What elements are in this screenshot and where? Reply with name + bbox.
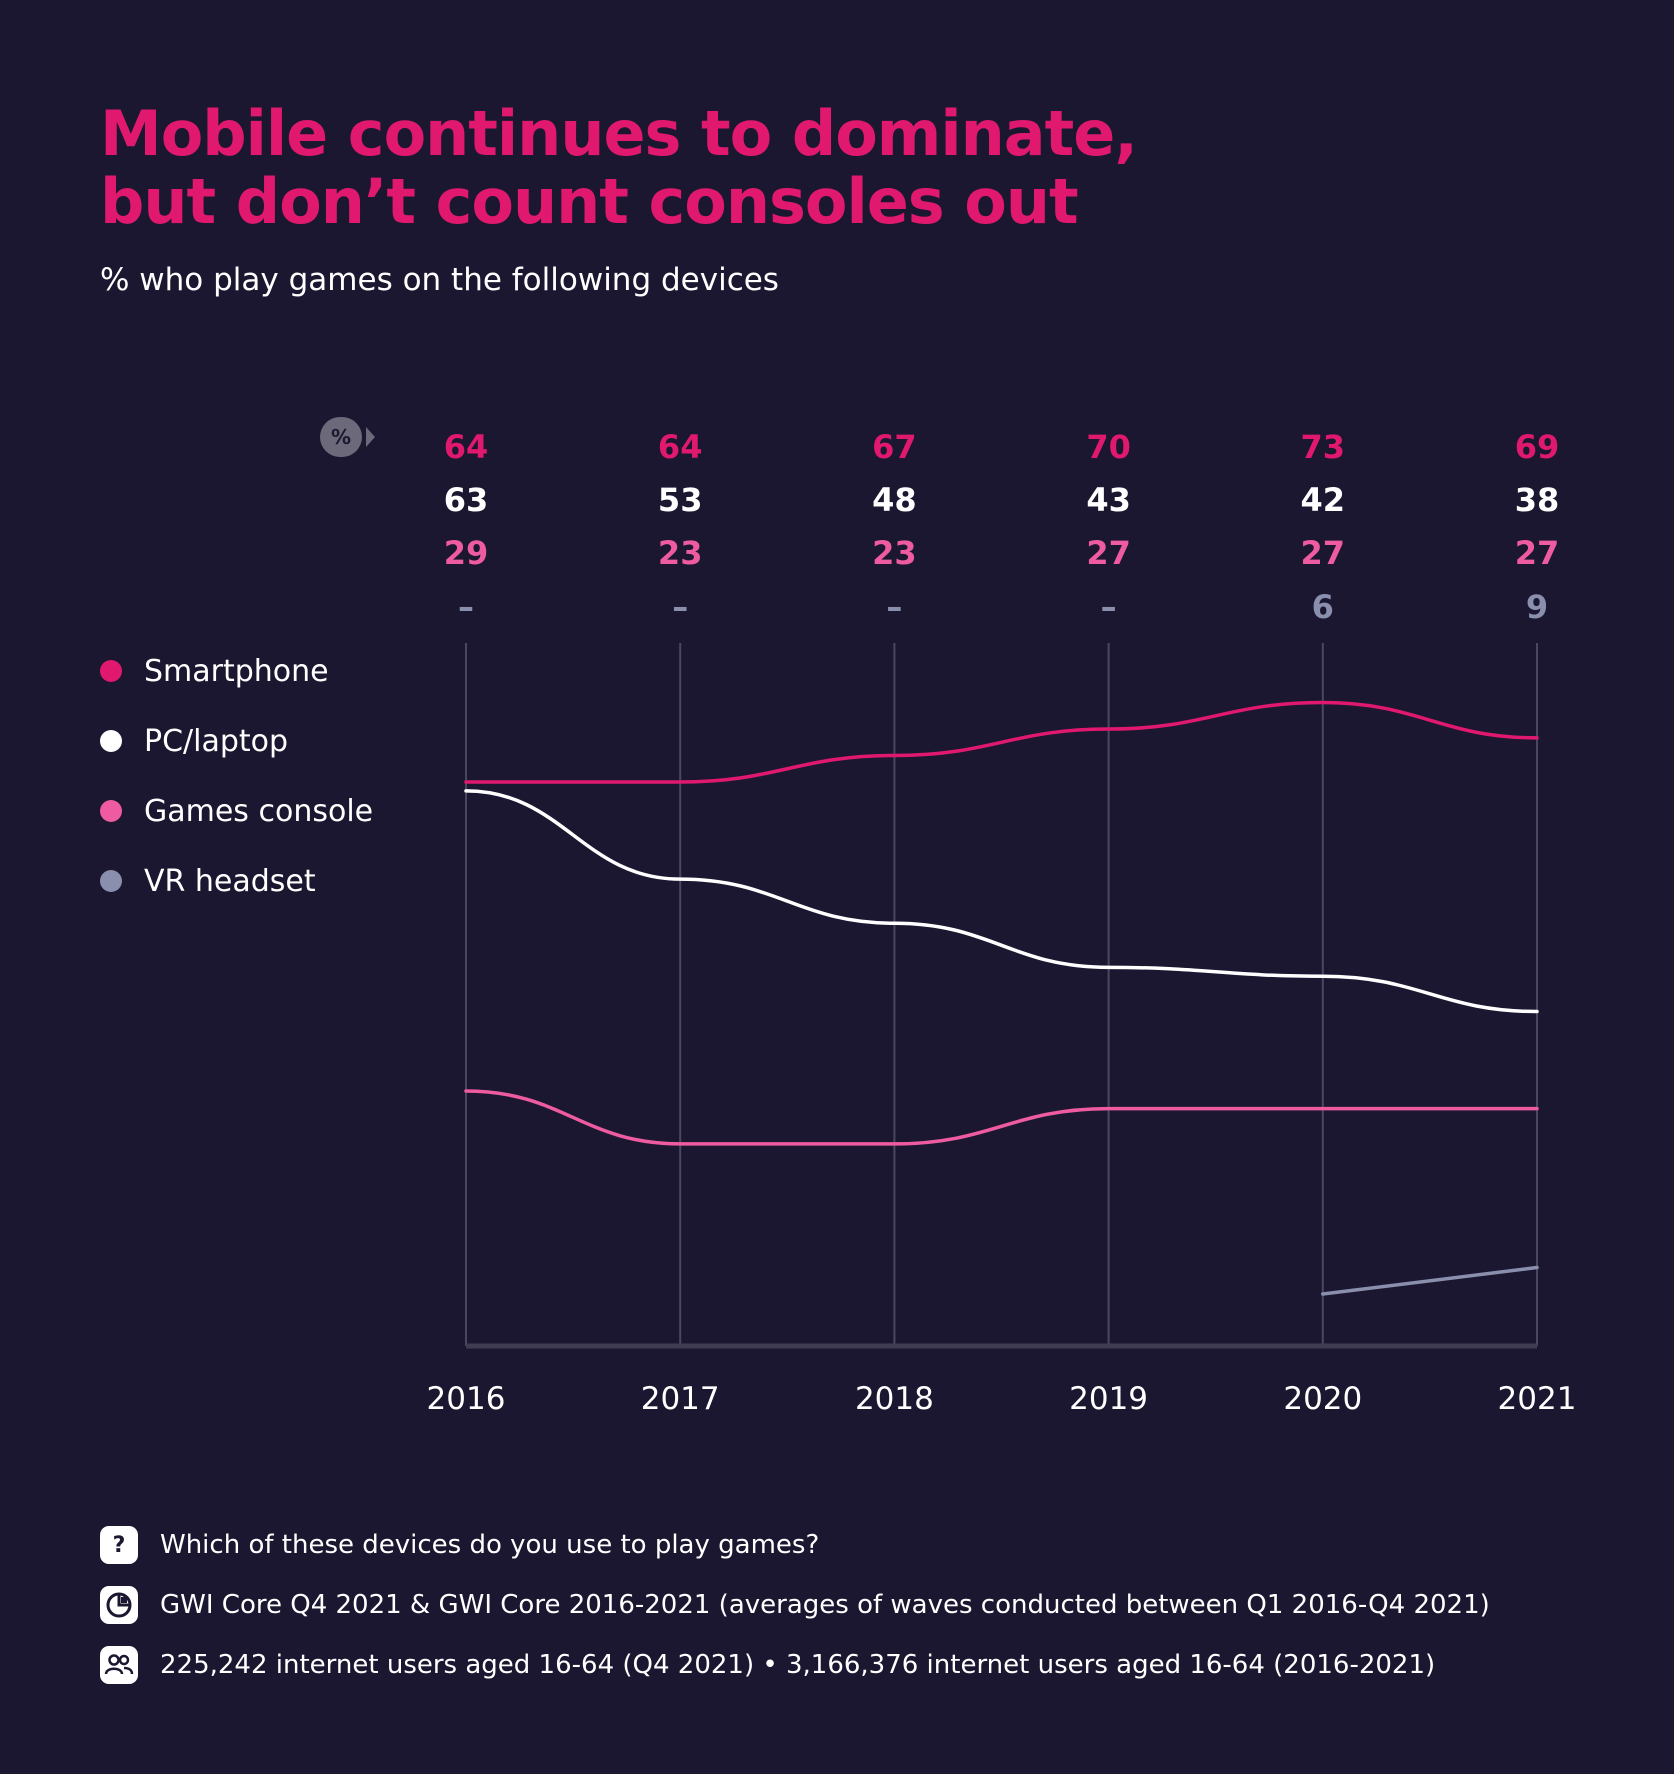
data-label-console-2018: 23 bbox=[872, 534, 917, 572]
footer-base-row: 225,242 internet users aged 16-64 (Q4 20… bbox=[100, 1635, 1490, 1695]
legend-label-console: Games console bbox=[144, 793, 374, 829]
x-tick-label-2018: 2018 bbox=[855, 1381, 934, 1417]
footer-source-row: GWI Core Q4 2021 & GWI Core 2016-2021 (a… bbox=[100, 1575, 1490, 1635]
chart-legend: Smartphone PC/laptop Games console VR he… bbox=[100, 636, 373, 916]
data-label-vr-2019: – bbox=[1101, 588, 1117, 626]
series-line-pc bbox=[464, 789, 1539, 1014]
series-line-console bbox=[464, 1089, 1539, 1146]
question-icon: ? bbox=[100, 1526, 138, 1564]
legend-dot-pc bbox=[100, 730, 122, 752]
data-label-pc-2017: 53 bbox=[658, 481, 703, 519]
data-label-pc-2020: 42 bbox=[1301, 481, 1346, 519]
data-label-vr-2016: – bbox=[458, 588, 474, 626]
data-label-console-2016: 29 bbox=[444, 534, 489, 572]
data-label-pc-2016: 63 bbox=[444, 481, 489, 519]
data-label-smartphone-2019: 70 bbox=[1086, 428, 1131, 466]
data-label-console-2021: 27 bbox=[1515, 534, 1560, 572]
chart-title-line-2: but don’t count consoles out bbox=[100, 165, 1079, 238]
legend-label-pc: PC/laptop bbox=[144, 723, 289, 759]
series-line-smartphone bbox=[464, 700, 1539, 784]
data-label-console-2020: 27 bbox=[1301, 534, 1346, 572]
x-tick-label-2019: 2019 bbox=[1069, 1381, 1148, 1417]
legend-dot-vr bbox=[100, 870, 122, 892]
users-icon bbox=[100, 1646, 138, 1684]
data-label-smartphone-2018: 67 bbox=[872, 428, 917, 466]
data-label-vr-2018: – bbox=[886, 588, 902, 626]
legend-item-vr: VR headset bbox=[100, 846, 373, 916]
data-label-pc-2021: 38 bbox=[1515, 481, 1560, 519]
data-label-smartphone-2017: 64 bbox=[658, 428, 703, 466]
percent-icon: % bbox=[320, 417, 362, 457]
legend-label-smartphone: Smartphone bbox=[144, 653, 329, 689]
data-label-vr-2020: 6 bbox=[1312, 588, 1334, 626]
x-tick-label-2020: 2020 bbox=[1283, 1381, 1362, 1417]
legend-item-smartphone: Smartphone bbox=[100, 636, 373, 706]
chart-title: Mobile continues to dominate, but don’t … bbox=[100, 100, 1500, 236]
footer-question-row: ? Which of these devices do you use to p… bbox=[100, 1515, 1490, 1575]
legend-dot-console bbox=[100, 800, 122, 822]
footer-base: 225,242 internet users aged 16-64 (Q4 20… bbox=[160, 1650, 1436, 1680]
data-label-pc-2019: 43 bbox=[1086, 481, 1131, 519]
legend-dot-smartphone bbox=[100, 660, 122, 682]
pie-chart-icon bbox=[100, 1586, 138, 1624]
data-label-console-2019: 27 bbox=[1086, 534, 1131, 572]
legend-item-pc: PC/laptop bbox=[100, 706, 373, 776]
chart-title-line-1: Mobile continues to dominate, bbox=[100, 97, 1138, 170]
data-label-vr-2017: – bbox=[672, 588, 688, 626]
data-label-pc-2018: 48 bbox=[872, 481, 917, 519]
data-label-vr-2021: 9 bbox=[1526, 588, 1548, 626]
chart-subtitle: % who play games on the following device… bbox=[100, 262, 779, 298]
data-label-smartphone-2020: 73 bbox=[1301, 428, 1346, 466]
data-label-smartphone-2016: 64 bbox=[444, 428, 489, 466]
footer-source: GWI Core Q4 2021 & GWI Core 2016-2021 (a… bbox=[160, 1590, 1490, 1620]
series-line-vr bbox=[1321, 1265, 1539, 1296]
data-label-console-2017: 23 bbox=[658, 534, 703, 572]
x-tick-label-2017: 2017 bbox=[641, 1381, 720, 1417]
x-tick-label-2016: 2016 bbox=[427, 1381, 506, 1417]
footer-question: Which of these devices do you use to pla… bbox=[160, 1530, 820, 1560]
legend-item-console: Games console bbox=[100, 776, 373, 846]
x-tick-label-2021: 2021 bbox=[1498, 1381, 1577, 1417]
data-label-smartphone-2021: 69 bbox=[1515, 428, 1560, 466]
chart-footer: ? Which of these devices do you use to p… bbox=[100, 1515, 1490, 1695]
legend-label-vr: VR headset bbox=[144, 863, 316, 899]
play-arrow-icon bbox=[366, 427, 375, 447]
